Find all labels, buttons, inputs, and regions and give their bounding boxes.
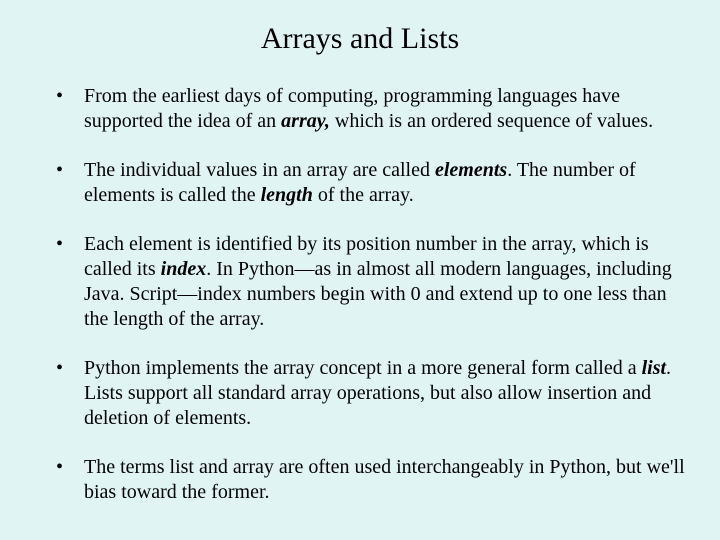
- body-text: which is an ordered sequence of values.: [330, 110, 653, 132]
- emphasized-text: length: [261, 184, 313, 206]
- emphasized-text: index: [161, 258, 207, 280]
- bullet-item: Python implements the array concept in a…: [68, 356, 690, 431]
- bullet-item: The individual values in an array are ca…: [68, 158, 690, 208]
- emphasized-text: list: [642, 357, 666, 379]
- emphasized-text: elements: [435, 159, 507, 181]
- emphasized-text: array,: [281, 110, 330, 132]
- bullet-item: The terms list and array are often used …: [68, 455, 690, 505]
- bullet-item: From the earliest days of computing, pro…: [68, 84, 690, 134]
- bullet-list: From the earliest days of computing, pro…: [30, 84, 690, 505]
- body-text: Python implements the array concept in a…: [84, 357, 642, 379]
- bullet-item: Each element is identified by its positi…: [68, 232, 690, 332]
- body-text: of the array.: [313, 184, 414, 206]
- body-text: The individual values in an array are ca…: [84, 159, 435, 181]
- slide-title: Arrays and Lists: [30, 22, 690, 56]
- body-text: The terms list and array are often used …: [84, 456, 685, 503]
